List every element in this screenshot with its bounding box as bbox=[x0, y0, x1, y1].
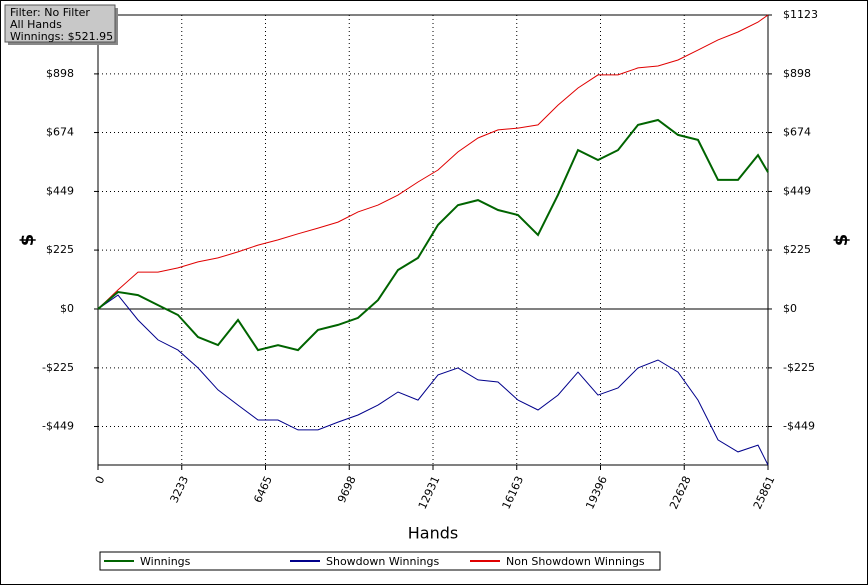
y2-tick-label: $1123 bbox=[783, 8, 818, 21]
legend-label: Non Showdown Winnings bbox=[506, 555, 645, 568]
y2-tick-label: -$449 bbox=[783, 420, 815, 433]
y2-tick-label: $0 bbox=[783, 302, 797, 315]
legend-label: Showdown Winnings bbox=[326, 555, 440, 568]
info-line: All Hands bbox=[10, 18, 62, 31]
y2-tick-label: -$225 bbox=[783, 361, 815, 374]
y-axis-label: $ bbox=[17, 234, 38, 247]
y2-tick-label: $674 bbox=[783, 126, 811, 139]
legend bbox=[99, 551, 661, 571]
y-tick-label: $449 bbox=[46, 184, 74, 197]
y-tick-label: $0 bbox=[60, 302, 74, 315]
series-line bbox=[97, 118, 769, 352]
y2-tick-label: $225 bbox=[783, 243, 811, 256]
y-tick-label: $674 bbox=[46, 126, 74, 139]
y2-tick-label: $898 bbox=[783, 67, 811, 80]
info-line: Winnings: $521.95 bbox=[10, 30, 113, 43]
y-tick-label: $898 bbox=[46, 67, 74, 80]
x-axis-label: Hands bbox=[408, 524, 458, 543]
series-line bbox=[97, 14, 769, 310]
x-tick-label: 0 bbox=[93, 474, 108, 486]
info-box bbox=[4, 4, 116, 43]
y2-axis-label: $ bbox=[831, 234, 852, 247]
y-tick-label: -$449 bbox=[42, 420, 74, 433]
y-tick-label: $225 bbox=[46, 243, 74, 256]
y2-tick-label: $449 bbox=[783, 184, 811, 197]
legend-label: Winnings bbox=[140, 555, 191, 568]
info-line: Filter: No Filter bbox=[10, 6, 90, 19]
series-line bbox=[97, 294, 769, 466]
y-tick-label: -$225 bbox=[42, 361, 74, 374]
